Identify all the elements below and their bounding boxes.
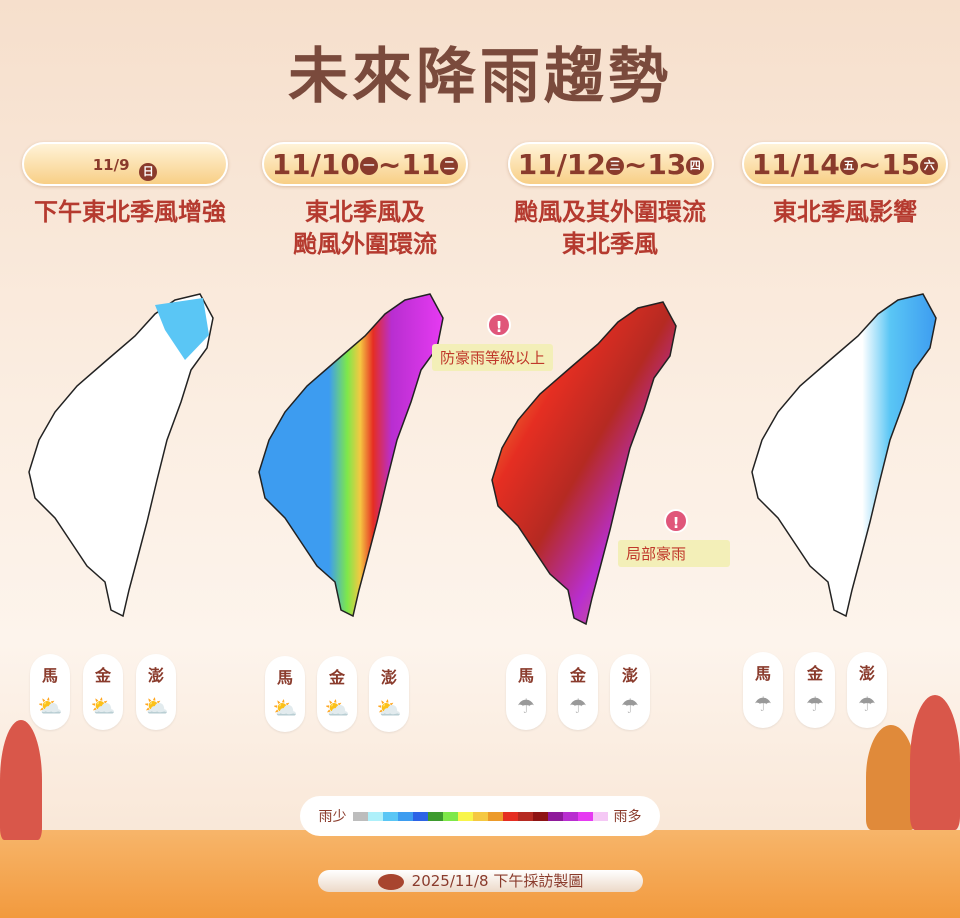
tree-decoration [0, 720, 42, 840]
weekday-badge: 二 [440, 157, 459, 175]
panel-description-2: 東北季風及颱風外圍環流 [250, 196, 480, 260]
weekday-badge: 日 [139, 163, 158, 182]
date: 11/9 [92, 156, 130, 174]
island-matsu: 馬 ☂ [743, 652, 783, 728]
weekday-badge: 五 [839, 157, 858, 175]
rain-icon: ☂ [517, 694, 535, 718]
rain-icon: ☂ [621, 694, 639, 718]
partly-cloudy-icon: ⛅ [376, 696, 402, 720]
rain-icon: ☂ [858, 692, 876, 716]
date: 11 [401, 148, 441, 181]
date-pill-3: 11/12 三 ~13 四 [508, 142, 714, 186]
island-matsu: 馬 ⛅ [265, 656, 305, 732]
rainfall-map-2 [258, 293, 444, 617]
island-kinmen: 金 ⛅ [83, 654, 123, 730]
rain-icon: ☂ [754, 692, 772, 716]
legend-high-label: 雨多 [613, 809, 642, 825]
partly-cloudy-icon: ⛅ [272, 696, 298, 720]
date: 11/14 [751, 148, 840, 181]
heavy-rain-note: 防豪雨等級以上 [432, 344, 554, 371]
legend-swatch [472, 811, 488, 821]
date-pill-4: 11/14 五 ~15 六 [742, 142, 948, 186]
island-penghu: 澎 ⛅ [136, 654, 176, 730]
date-pill-1: 11/9 日 [22, 142, 228, 186]
legend-swatch [367, 811, 383, 821]
partly-cloudy-icon: ⛅ [37, 694, 63, 718]
legend-swatch [442, 811, 458, 821]
rain-icon: ☂ [806, 692, 824, 716]
island-matsu: 馬 ⛅ [30, 654, 70, 730]
island-kinmen: 金 ☂ [558, 654, 598, 730]
date: 11/10 [271, 148, 360, 181]
legend-swatch [487, 811, 503, 821]
island-penghu: 澎 ☂ [847, 652, 887, 728]
desc-line: 颱風及其外圍環流 [514, 198, 706, 226]
weekday-badge: 三 [605, 157, 624, 175]
legend-swatch [592, 811, 608, 821]
desc-line: 下午東北季風增強 [34, 198, 226, 226]
warning-icon: ! [487, 313, 511, 337]
footer-text: 2025/11/8 下午採訪製圖 [411, 872, 584, 890]
legend-swatch [412, 811, 428, 821]
footer-credit: 2025/11/8 下午採訪製圖 [318, 870, 643, 892]
local-rain-note: 局部豪雨 [618, 540, 730, 567]
legend-swatch [382, 811, 398, 821]
date: 15 [881, 148, 921, 181]
rainfall-map-1 [28, 293, 214, 617]
desc-line: 東北季風 [562, 230, 658, 258]
date: 11/12 [517, 148, 606, 181]
island-kinmen: 金 ☂ [795, 652, 835, 728]
desc-line: 東北季風影響 [773, 198, 917, 226]
panel-description-3: 颱風及其外圍環流 東北季風 [490, 196, 730, 260]
island-penghu: 澎 ☂ [610, 654, 650, 730]
legend-swatch [502, 811, 518, 821]
desc-line: 東北季風及 [305, 198, 425, 226]
panel-description-1: 下午東北季風增強 [10, 196, 250, 228]
tree-decoration [866, 725, 916, 830]
legend-swatch [352, 811, 368, 821]
partly-cloudy-icon: ⛅ [143, 694, 169, 718]
legend-swatch [577, 811, 593, 821]
legend-low-label: 雨少 [318, 809, 347, 825]
legend-swatch [457, 811, 473, 821]
weekday-badge: 一 [359, 157, 378, 175]
legend-swatch [532, 811, 548, 821]
weekday-badge: 四 [686, 157, 705, 175]
partly-cloudy-icon: ⛅ [90, 694, 116, 718]
legend-swatch [517, 811, 533, 821]
page-title: 未來降雨趨勢 [288, 42, 672, 112]
legend-swatch [397, 811, 413, 821]
island-matsu: 馬 ☂ [506, 654, 546, 730]
island-penghu: 澎 ⛅ [369, 656, 409, 732]
rain-icon: ☂ [569, 694, 587, 718]
rainfall-legend: 雨少 雨多 [300, 796, 660, 836]
warning-icon: ! [664, 509, 688, 533]
legend-swatch [427, 811, 443, 821]
weekday-badge: 六 [920, 157, 939, 175]
island-kinmen: 金 ⛅ [317, 656, 357, 732]
tree-decoration [910, 695, 960, 830]
date: 13 [647, 148, 687, 181]
date-pill-2: 11/10 一 ~11 二 [262, 142, 468, 186]
panel-description-4: 東北季風影響 [735, 196, 955, 228]
partly-cloudy-icon: ⛅ [324, 696, 350, 720]
color-scale [352, 811, 608, 821]
desc-line: 颱風外圍環流 [293, 230, 437, 258]
logo-icon [377, 873, 404, 890]
legend-swatch [562, 811, 578, 821]
legend-swatch [547, 811, 563, 821]
rainfall-map-4 [751, 293, 937, 617]
